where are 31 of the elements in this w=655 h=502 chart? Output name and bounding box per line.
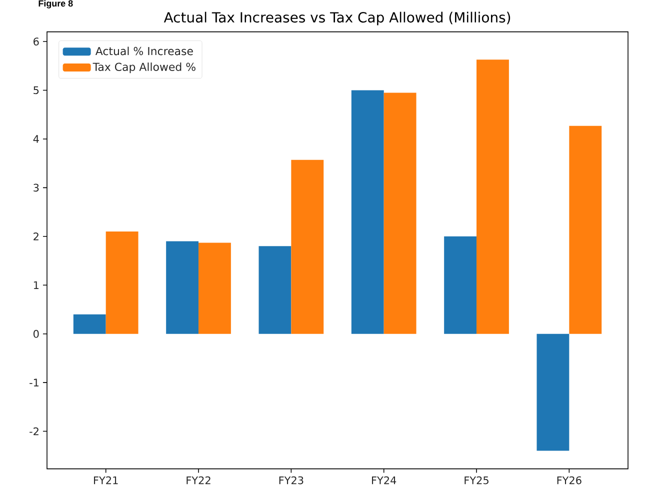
bar — [569, 126, 602, 334]
bar — [536, 334, 570, 451]
y-tick-label: -1 — [30, 378, 39, 386]
y-tick-label: 6 — [34, 38, 39, 46]
bar — [258, 246, 292, 334]
bar — [73, 314, 106, 334]
bar — [198, 242, 231, 334]
bar — [351, 90, 384, 334]
x-tick-label: FY25 — [464, 476, 488, 484]
bar — [384, 92, 416, 334]
legend-label: Tax Cap Allowed % — [92, 62, 196, 74]
y-tick-label: 2 — [34, 232, 38, 240]
x-tick-label: FY21 — [94, 476, 118, 484]
y-tick-label: 1 — [34, 281, 39, 290]
y-tick-label: 4 — [33, 135, 39, 143]
y-tick-label: -2 — [30, 427, 38, 436]
bar — [444, 236, 477, 334]
bar — [291, 160, 324, 334]
y-tick-label: 5 — [34, 86, 39, 94]
caption: Figure 8 — [38, 0, 73, 8]
chart-title: Actual Tax Increases vs Tax Cap Allowed (Millions) — [164, 12, 510, 26]
x-tick-label: FY22 — [186, 476, 210, 484]
bar — [106, 232, 138, 334]
x-tick-label: FY26 — [557, 476, 582, 484]
y-tick-label: 0 — [34, 330, 39, 338]
x-tick-label: FY24 — [372, 476, 396, 484]
y-tick-label: 3 — [34, 184, 39, 192]
bar — [476, 60, 509, 334]
bar — [166, 241, 199, 334]
x-tick-label: FY23 — [279, 476, 304, 484]
legend-label: Actual % Increase — [95, 46, 193, 56]
